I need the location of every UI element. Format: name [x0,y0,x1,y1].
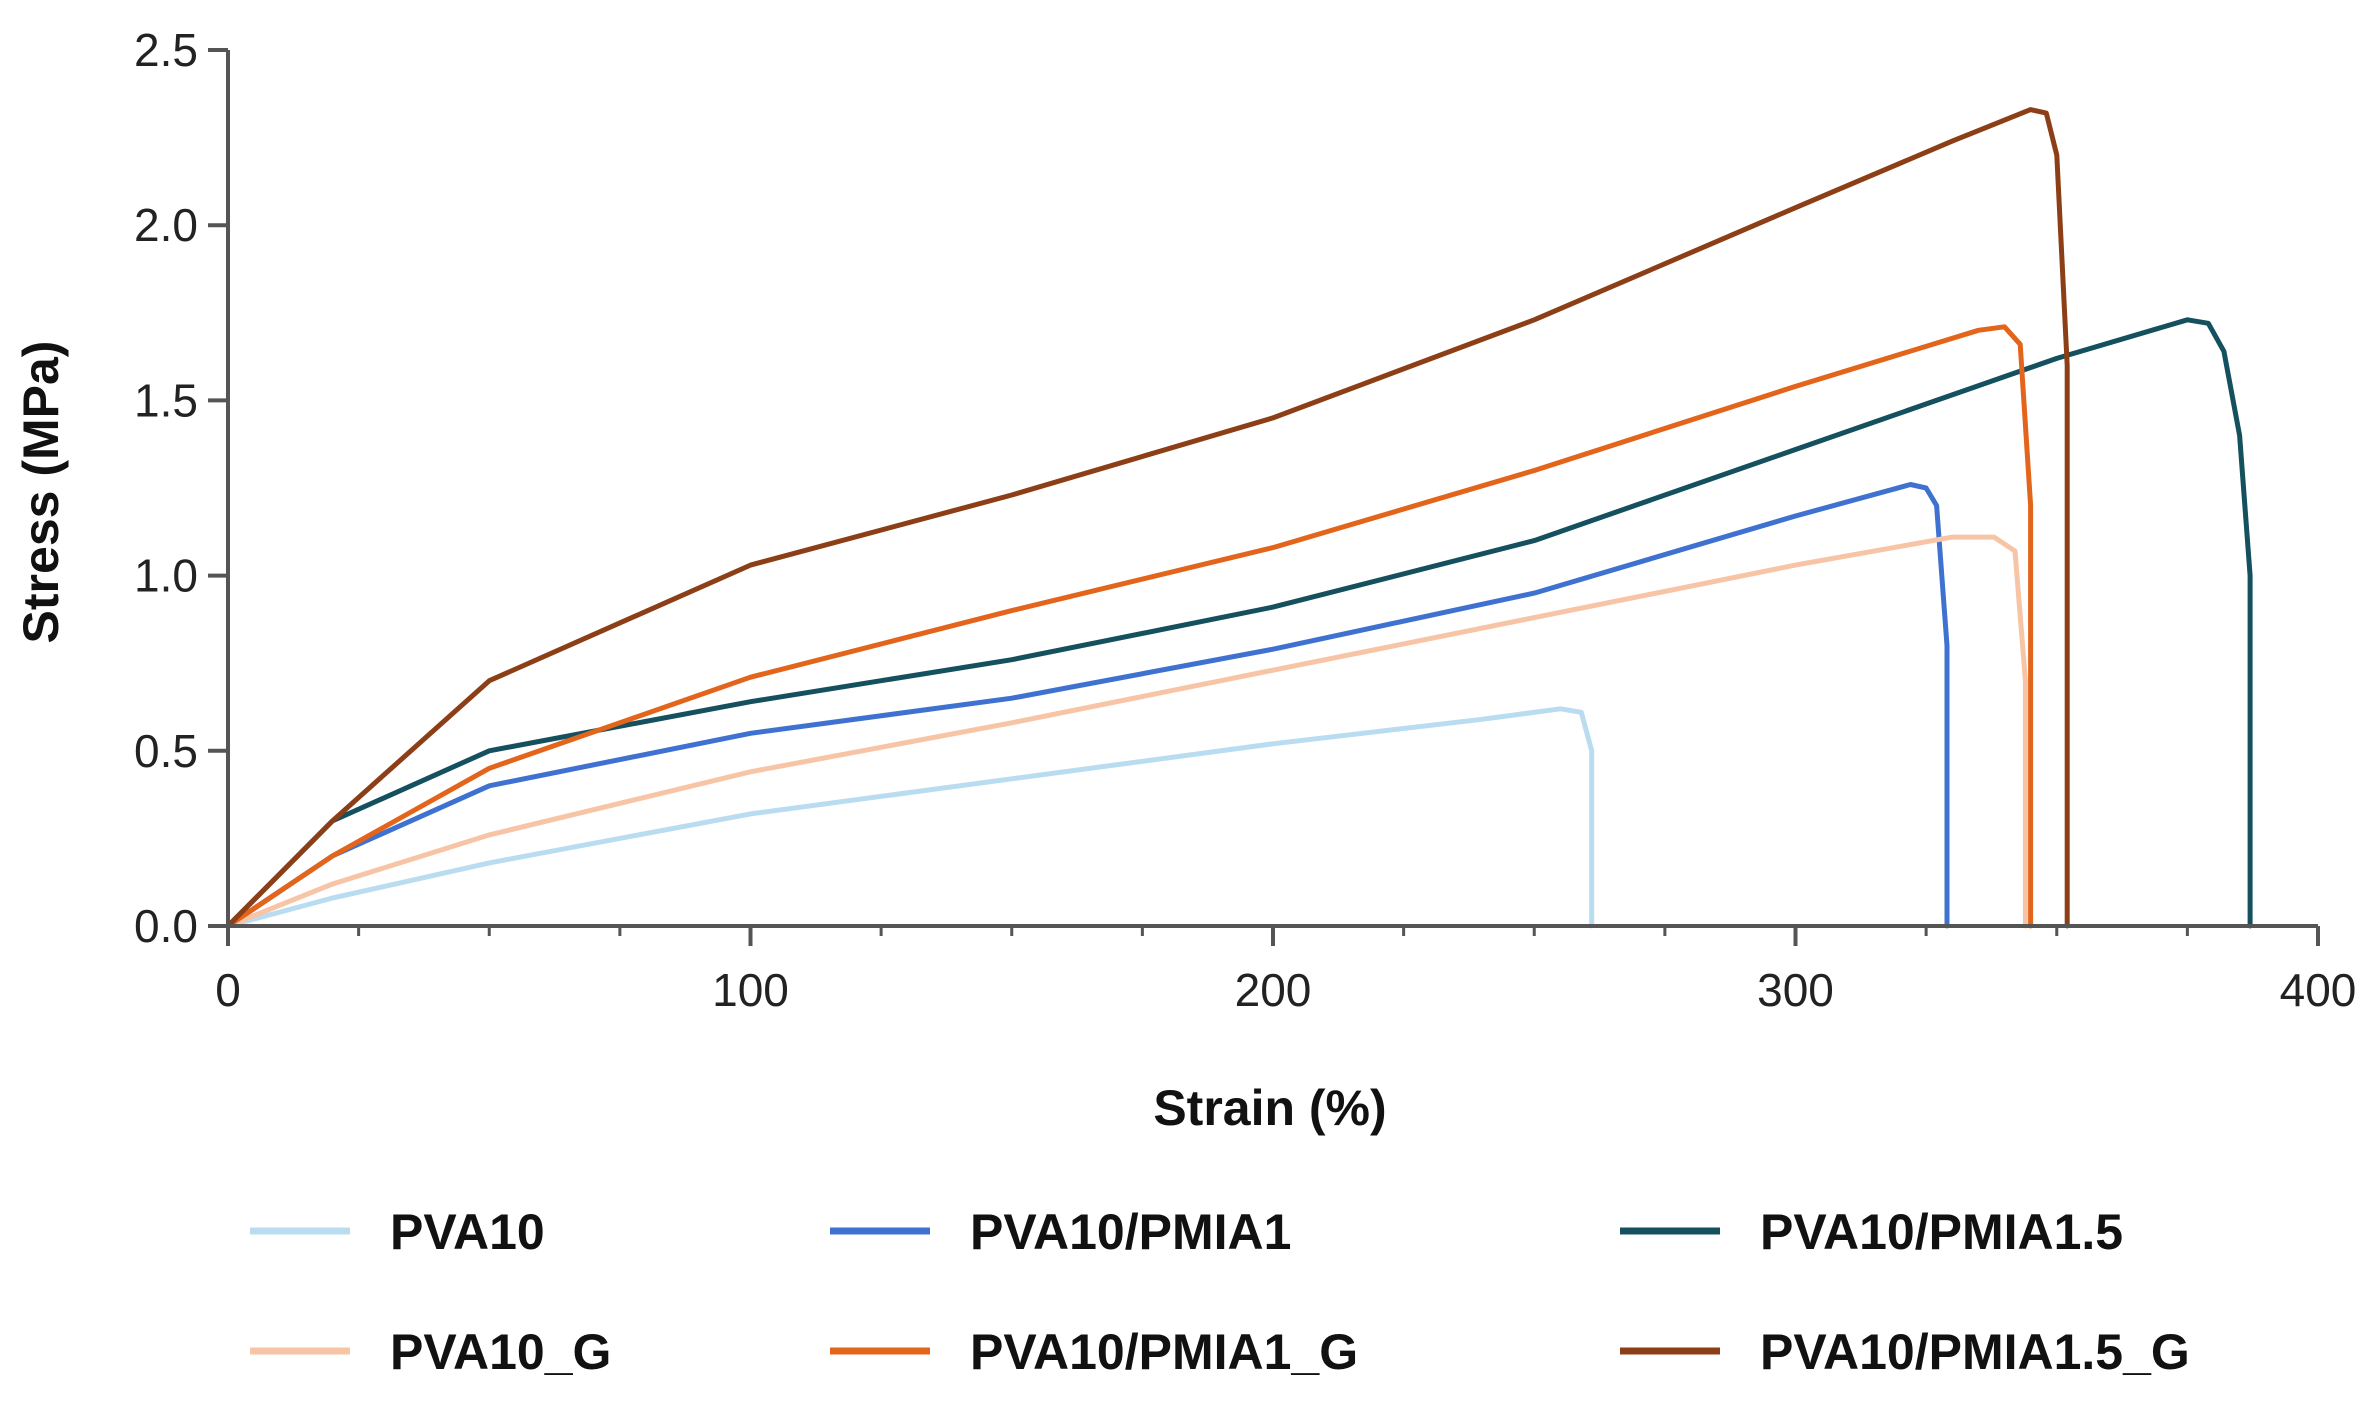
legend-label-pva10-pmia1-g: PVA10/PMIA1_G [970,1324,1358,1380]
legend-label-pva10-pmia1-5: PVA10/PMIA1.5 [1760,1204,2123,1260]
legend-label-pva10-pmia1-5-g: PVA10/PMIA1.5_G [1760,1324,2190,1380]
legend-label-pva10-pmia1: PVA10/PMIA1 [970,1204,1291,1260]
legend-label-pva10: PVA10 [390,1204,545,1260]
series-line-pva10 [225,706,1595,929]
x-tick-label: 200 [1235,964,1312,1016]
y-tick-label: 1.0 [134,550,198,602]
series-line-pva10-pmia1 [225,482,1950,929]
x-tick-label: 0 [215,964,241,1016]
y-axis-title: Stress (MPa) [13,341,69,644]
plot-lines [225,107,2253,929]
y-tick-label: 2.0 [134,199,198,251]
series-line-pva10-pmia1-5-g [225,107,2070,929]
series-line-pva10-pmia1-5 [225,317,2253,929]
legend: PVA10 PVA10/PMIA1 PVA10/PMIA1.5 PVA10_G PVA1… [250,1204,2190,1380]
y-tick-label: 1.5 [134,374,198,426]
y-tick-label: 2.5 [134,24,198,76]
x-tick-label: 400 [2280,964,2357,1016]
series-line-pva10-g [225,534,2028,929]
x-tick-label: 300 [1757,964,1834,1016]
legend-label-pva10-g: PVA10_G [390,1324,611,1380]
series-line-pva10-pmia1-g [225,324,2034,929]
x-axis-title: Strain (%) [1153,1080,1386,1136]
y-tick-label: 0.5 [134,725,198,777]
y-tick-label: 0.0 [134,900,198,952]
x-tick-label: 100 [712,964,789,1016]
axes: 0 100 200 300 400 0.0 0.5 1.0 1.5 2.0 2.5 [134,24,2356,1016]
